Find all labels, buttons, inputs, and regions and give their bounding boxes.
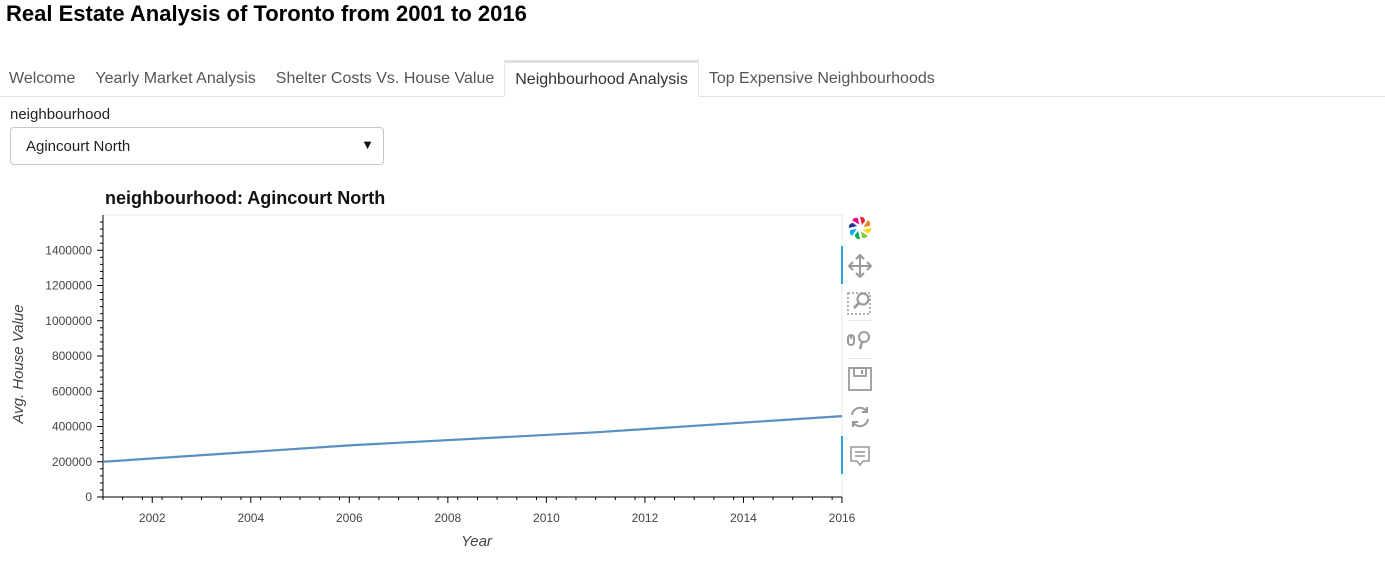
wheel-zoom-icon[interactable] bbox=[846, 327, 874, 355]
toolbar-divider bbox=[849, 320, 871, 321]
tab-bar: Welcome Yearly Market Analysis Shelter C… bbox=[0, 60, 1385, 97]
pan-icon[interactable] bbox=[846, 252, 874, 280]
neighbourhood-select-value: Agincourt North bbox=[26, 138, 131, 155]
y-tick-label: 200000 bbox=[52, 455, 92, 469]
x-tick-label: 2010 bbox=[533, 511, 560, 525]
neighbourhood-label: neighbourhood bbox=[10, 106, 111, 123]
y-tick-label: 1200000 bbox=[45, 279, 92, 293]
box-zoom-icon[interactable] bbox=[846, 289, 874, 317]
tab-shelter-costs-vs-house-value[interactable]: Shelter Costs Vs. House Value bbox=[275, 70, 495, 87]
save-icon[interactable] bbox=[846, 365, 874, 393]
y-tick-label: 0 bbox=[85, 490, 92, 504]
app-title: Real Estate Analysis of Toronto from 200… bbox=[6, 1, 527, 26]
hover-active-indicator bbox=[841, 436, 843, 474]
tab-top-expensive-neighbourhoods[interactable]: Top Expensive Neighbourhoods bbox=[708, 70, 935, 87]
toolbar-divider bbox=[849, 358, 871, 359]
y-tick-label: 1400000 bbox=[45, 243, 92, 257]
x-tick-label: 2008 bbox=[435, 511, 462, 525]
y-axis-label: Avg. House Value bbox=[10, 304, 27, 424]
caret-down-icon: ▼ bbox=[361, 137, 374, 152]
y-tick-label: 1000000 bbox=[45, 314, 92, 328]
tab-neighbourhood-analysis[interactable]: Neighbourhood Analysis bbox=[504, 60, 699, 97]
reset-icon[interactable] bbox=[846, 403, 874, 431]
plot-title: neighbourhood: Agincourt North bbox=[105, 188, 386, 208]
bokeh-logo-icon[interactable] bbox=[846, 214, 874, 242]
series-line-0 bbox=[102, 415, 843, 463]
plot-toolbar bbox=[841, 212, 881, 482]
x-tick-label: 2016 bbox=[829, 511, 856, 525]
pan-active-indicator bbox=[841, 246, 843, 284]
x-tick-label: 2014 bbox=[730, 511, 757, 525]
y-tick-label: 400000 bbox=[52, 420, 92, 434]
x-tick-label: 2004 bbox=[237, 511, 264, 525]
x-axis-label: Year bbox=[461, 533, 493, 550]
tab-yearly-market-analysis[interactable]: Yearly Market Analysis bbox=[95, 70, 256, 87]
tab-welcome[interactable]: Welcome bbox=[9, 70, 76, 87]
x-tick-label: 2006 bbox=[336, 511, 363, 525]
x-tick-label: 2012 bbox=[632, 511, 659, 525]
neighbourhood-select[interactable]: Agincourt North ▼ bbox=[10, 127, 384, 165]
line-chart[interactable]: 0 200000 400000 600000 800000 1000000 1200000 1… bbox=[0, 205, 880, 561]
y-tick-label: 800000 bbox=[52, 349, 92, 363]
x-tick-label: 2002 bbox=[139, 511, 166, 525]
hover-icon[interactable] bbox=[846, 442, 874, 470]
y-tick-label: 600000 bbox=[52, 384, 92, 398]
